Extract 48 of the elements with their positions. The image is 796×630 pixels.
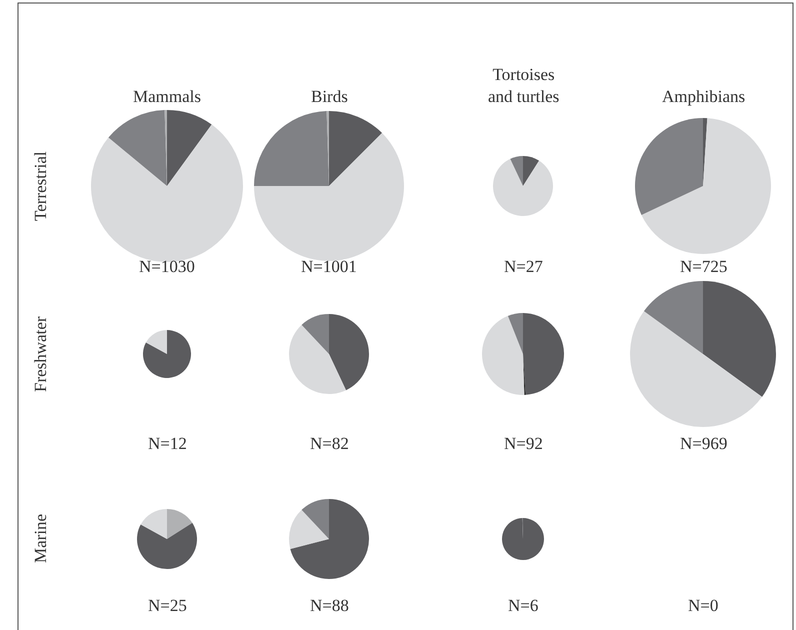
pie-slice xyxy=(137,522,197,569)
pie-slice xyxy=(329,314,369,390)
pie-slice xyxy=(167,509,192,539)
pie-slice xyxy=(510,156,523,186)
pie-slice xyxy=(703,281,776,397)
pie-slice xyxy=(289,510,329,549)
pie-slice xyxy=(167,110,212,186)
text: N=12 xyxy=(148,434,187,453)
pie-slice xyxy=(289,324,346,394)
text: Marine xyxy=(31,514,50,563)
pie-slice xyxy=(143,330,191,378)
chart-title: Tortoises and turtles xyxy=(488,65,560,106)
text: N=88 xyxy=(310,596,349,615)
pie-slice xyxy=(254,132,404,261)
text: Terrestrial xyxy=(31,151,50,221)
pie-slice xyxy=(641,118,771,254)
pie-slice xyxy=(644,281,703,354)
pie-slice xyxy=(302,499,329,539)
text: N=27 xyxy=(504,257,544,276)
chart-title: Amphibians xyxy=(662,87,746,106)
text: N=1030 xyxy=(139,257,195,276)
text: N=82 xyxy=(310,434,349,453)
text: N=92 xyxy=(504,434,543,453)
pie-slice xyxy=(523,156,540,186)
text: N=725 xyxy=(680,257,728,276)
chart-title: Birds xyxy=(311,87,348,106)
pie-slice xyxy=(502,518,544,560)
pie-slice xyxy=(302,314,329,354)
chart-title: Mammals xyxy=(133,87,201,106)
pie-slice xyxy=(146,330,167,354)
pie-slice xyxy=(140,509,167,539)
pie-slice xyxy=(493,158,553,216)
text: N=25 xyxy=(148,596,187,615)
pie-slice xyxy=(254,111,329,186)
pie-slice xyxy=(329,111,382,186)
pie-slice xyxy=(508,313,523,354)
pie-slice xyxy=(91,124,243,262)
text: N=1001 xyxy=(301,257,357,276)
pie-slice xyxy=(290,499,369,579)
text: N=6 xyxy=(508,596,538,615)
pie-slice xyxy=(635,118,703,215)
pie-slice xyxy=(523,313,564,395)
pie-slice xyxy=(108,110,167,186)
text: Freshwater xyxy=(31,316,50,392)
pie-slice xyxy=(482,316,524,395)
pie-slice xyxy=(630,311,762,427)
text: N=0 xyxy=(688,596,718,615)
text: N=969 xyxy=(680,434,728,453)
